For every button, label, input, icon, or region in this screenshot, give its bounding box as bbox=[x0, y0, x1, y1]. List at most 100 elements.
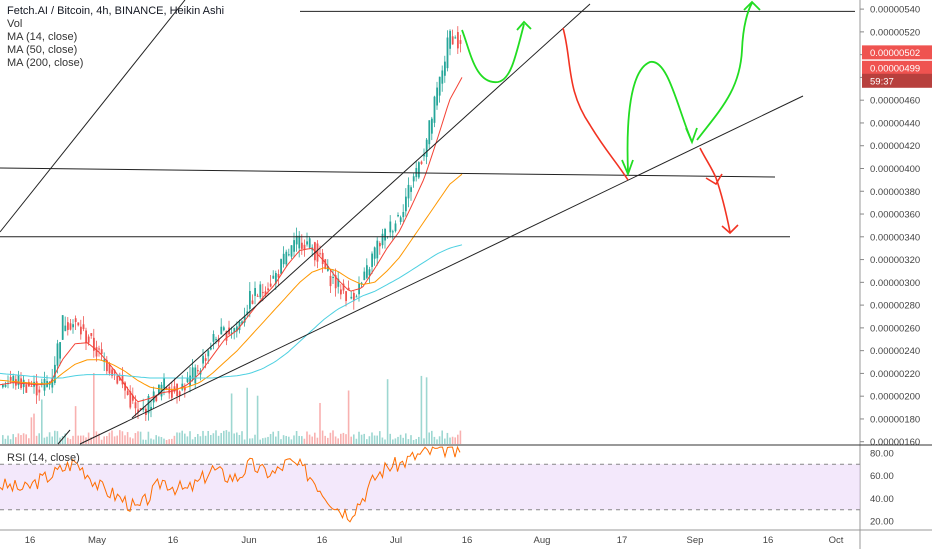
candle-body bbox=[444, 61, 446, 76]
volume-bar bbox=[119, 430, 121, 444]
volume-bar bbox=[132, 438, 134, 444]
candle-body bbox=[95, 347, 98, 357]
volume-bar bbox=[376, 435, 378, 444]
volume-bar bbox=[215, 430, 217, 444]
volume-bar bbox=[241, 431, 243, 444]
moving-average-line bbox=[0, 173, 463, 390]
volume-bar bbox=[314, 432, 316, 444]
volume-bar bbox=[35, 435, 38, 444]
candle-body bbox=[139, 408, 142, 410]
candle-body bbox=[298, 235, 301, 249]
candle-body bbox=[368, 269, 371, 276]
candle-body bbox=[98, 348, 100, 350]
volume-bar bbox=[298, 435, 300, 444]
candle-body bbox=[451, 36, 454, 45]
price-tick-label: 0.00000180 bbox=[870, 414, 920, 425]
volume-bar bbox=[176, 432, 178, 444]
candle-body bbox=[345, 291, 347, 302]
candle-body bbox=[249, 290, 251, 309]
volume-bar bbox=[137, 431, 139, 444]
legend-ma50[interactable]: MA (50, close) bbox=[7, 44, 78, 56]
volume-bar bbox=[355, 438, 358, 444]
volume-bar bbox=[46, 436, 48, 444]
volume-bar bbox=[168, 439, 170, 444]
volume-bar bbox=[28, 438, 30, 444]
candle-body bbox=[43, 378, 46, 391]
projection-path-green bbox=[461, 23, 525, 83]
price-tick-label: 0.00000160 bbox=[870, 437, 920, 448]
candle-body bbox=[61, 315, 64, 340]
price-tick-label: 0.00000340 bbox=[870, 232, 920, 243]
price-tick-label: 0.00000240 bbox=[870, 346, 920, 357]
candle-body bbox=[428, 120, 431, 145]
volume-bar bbox=[259, 439, 261, 444]
candle-body bbox=[90, 333, 93, 336]
candle-body bbox=[147, 395, 150, 414]
volume-bar bbox=[368, 436, 371, 444]
candle-body bbox=[204, 358, 207, 361]
volume-bar bbox=[95, 431, 98, 444]
price-tick-label: 0.00000220 bbox=[870, 369, 920, 380]
legend-ma14[interactable]: MA (14, close) bbox=[7, 31, 78, 43]
price-tick-label: 0.00000540 bbox=[870, 5, 920, 16]
volume-bar bbox=[59, 437, 61, 444]
volume-bar bbox=[9, 439, 12, 444]
candle-body bbox=[35, 381, 38, 396]
legend-vol[interactable]: Vol bbox=[7, 18, 23, 30]
volume-bar bbox=[379, 431, 381, 444]
candle-body bbox=[306, 241, 308, 245]
volume-bar bbox=[353, 434, 355, 444]
candle-body bbox=[220, 326, 223, 335]
candle-body bbox=[407, 184, 410, 199]
candle-body bbox=[106, 360, 108, 372]
bar-countdown: 59:37 bbox=[870, 76, 894, 87]
candle-body bbox=[100, 349, 103, 354]
volume-bar bbox=[371, 432, 373, 444]
candle-body bbox=[340, 289, 342, 295]
rsi-pane-label[interactable]: RSI (14, close) bbox=[7, 452, 80, 464]
projection-arrow-green bbox=[743, 0, 761, 11]
candle-body bbox=[381, 233, 384, 246]
time-tick-label: Oct bbox=[829, 535, 844, 546]
candle-body bbox=[103, 359, 106, 362]
candle-body bbox=[282, 253, 285, 265]
volume-bar bbox=[197, 433, 199, 444]
volume-bar bbox=[412, 439, 415, 444]
price-tick-label: 0.00000300 bbox=[870, 278, 920, 289]
volume-bar bbox=[459, 430, 462, 444]
candle-body bbox=[267, 288, 269, 291]
price-tick-label: 0.00000420 bbox=[870, 141, 920, 152]
candle-body bbox=[397, 215, 399, 217]
projection-path-green bbox=[626, 61, 693, 173]
volume-bar bbox=[420, 375, 423, 444]
volume-bar bbox=[342, 432, 345, 444]
volume-bar bbox=[38, 433, 40, 444]
volume-bar bbox=[340, 433, 342, 444]
volume-bar bbox=[20, 435, 22, 444]
volume-bar bbox=[184, 433, 186, 444]
volume-bar bbox=[423, 438, 425, 444]
candle-body bbox=[17, 375, 20, 386]
candle-body bbox=[334, 275, 337, 289]
candle-body bbox=[225, 330, 228, 341]
volume-bar bbox=[267, 436, 269, 444]
volume-bar bbox=[319, 402, 321, 444]
candle-body bbox=[51, 377, 54, 388]
volume-bar bbox=[100, 439, 103, 444]
candle-body bbox=[12, 375, 15, 382]
candle-body bbox=[85, 330, 87, 343]
candle-body bbox=[197, 370, 199, 372]
volume-bar bbox=[438, 436, 441, 444]
candle-body bbox=[56, 343, 59, 366]
chart-legend: Fetch.AI / Bitcoin, 4h, BINANCE, Heikin … bbox=[7, 5, 224, 70]
volume-bar bbox=[366, 439, 368, 444]
candle-body bbox=[121, 375, 124, 385]
time-tick-label: 16 bbox=[462, 535, 473, 546]
legend-ma200[interactable]: MA (200, close) bbox=[7, 57, 84, 69]
volume-bar bbox=[306, 431, 308, 444]
candle-body bbox=[423, 154, 425, 157]
candle-body bbox=[243, 316, 246, 323]
volume-bar bbox=[220, 432, 222, 444]
volume-bar bbox=[246, 387, 248, 444]
volume-bar bbox=[243, 439, 246, 444]
